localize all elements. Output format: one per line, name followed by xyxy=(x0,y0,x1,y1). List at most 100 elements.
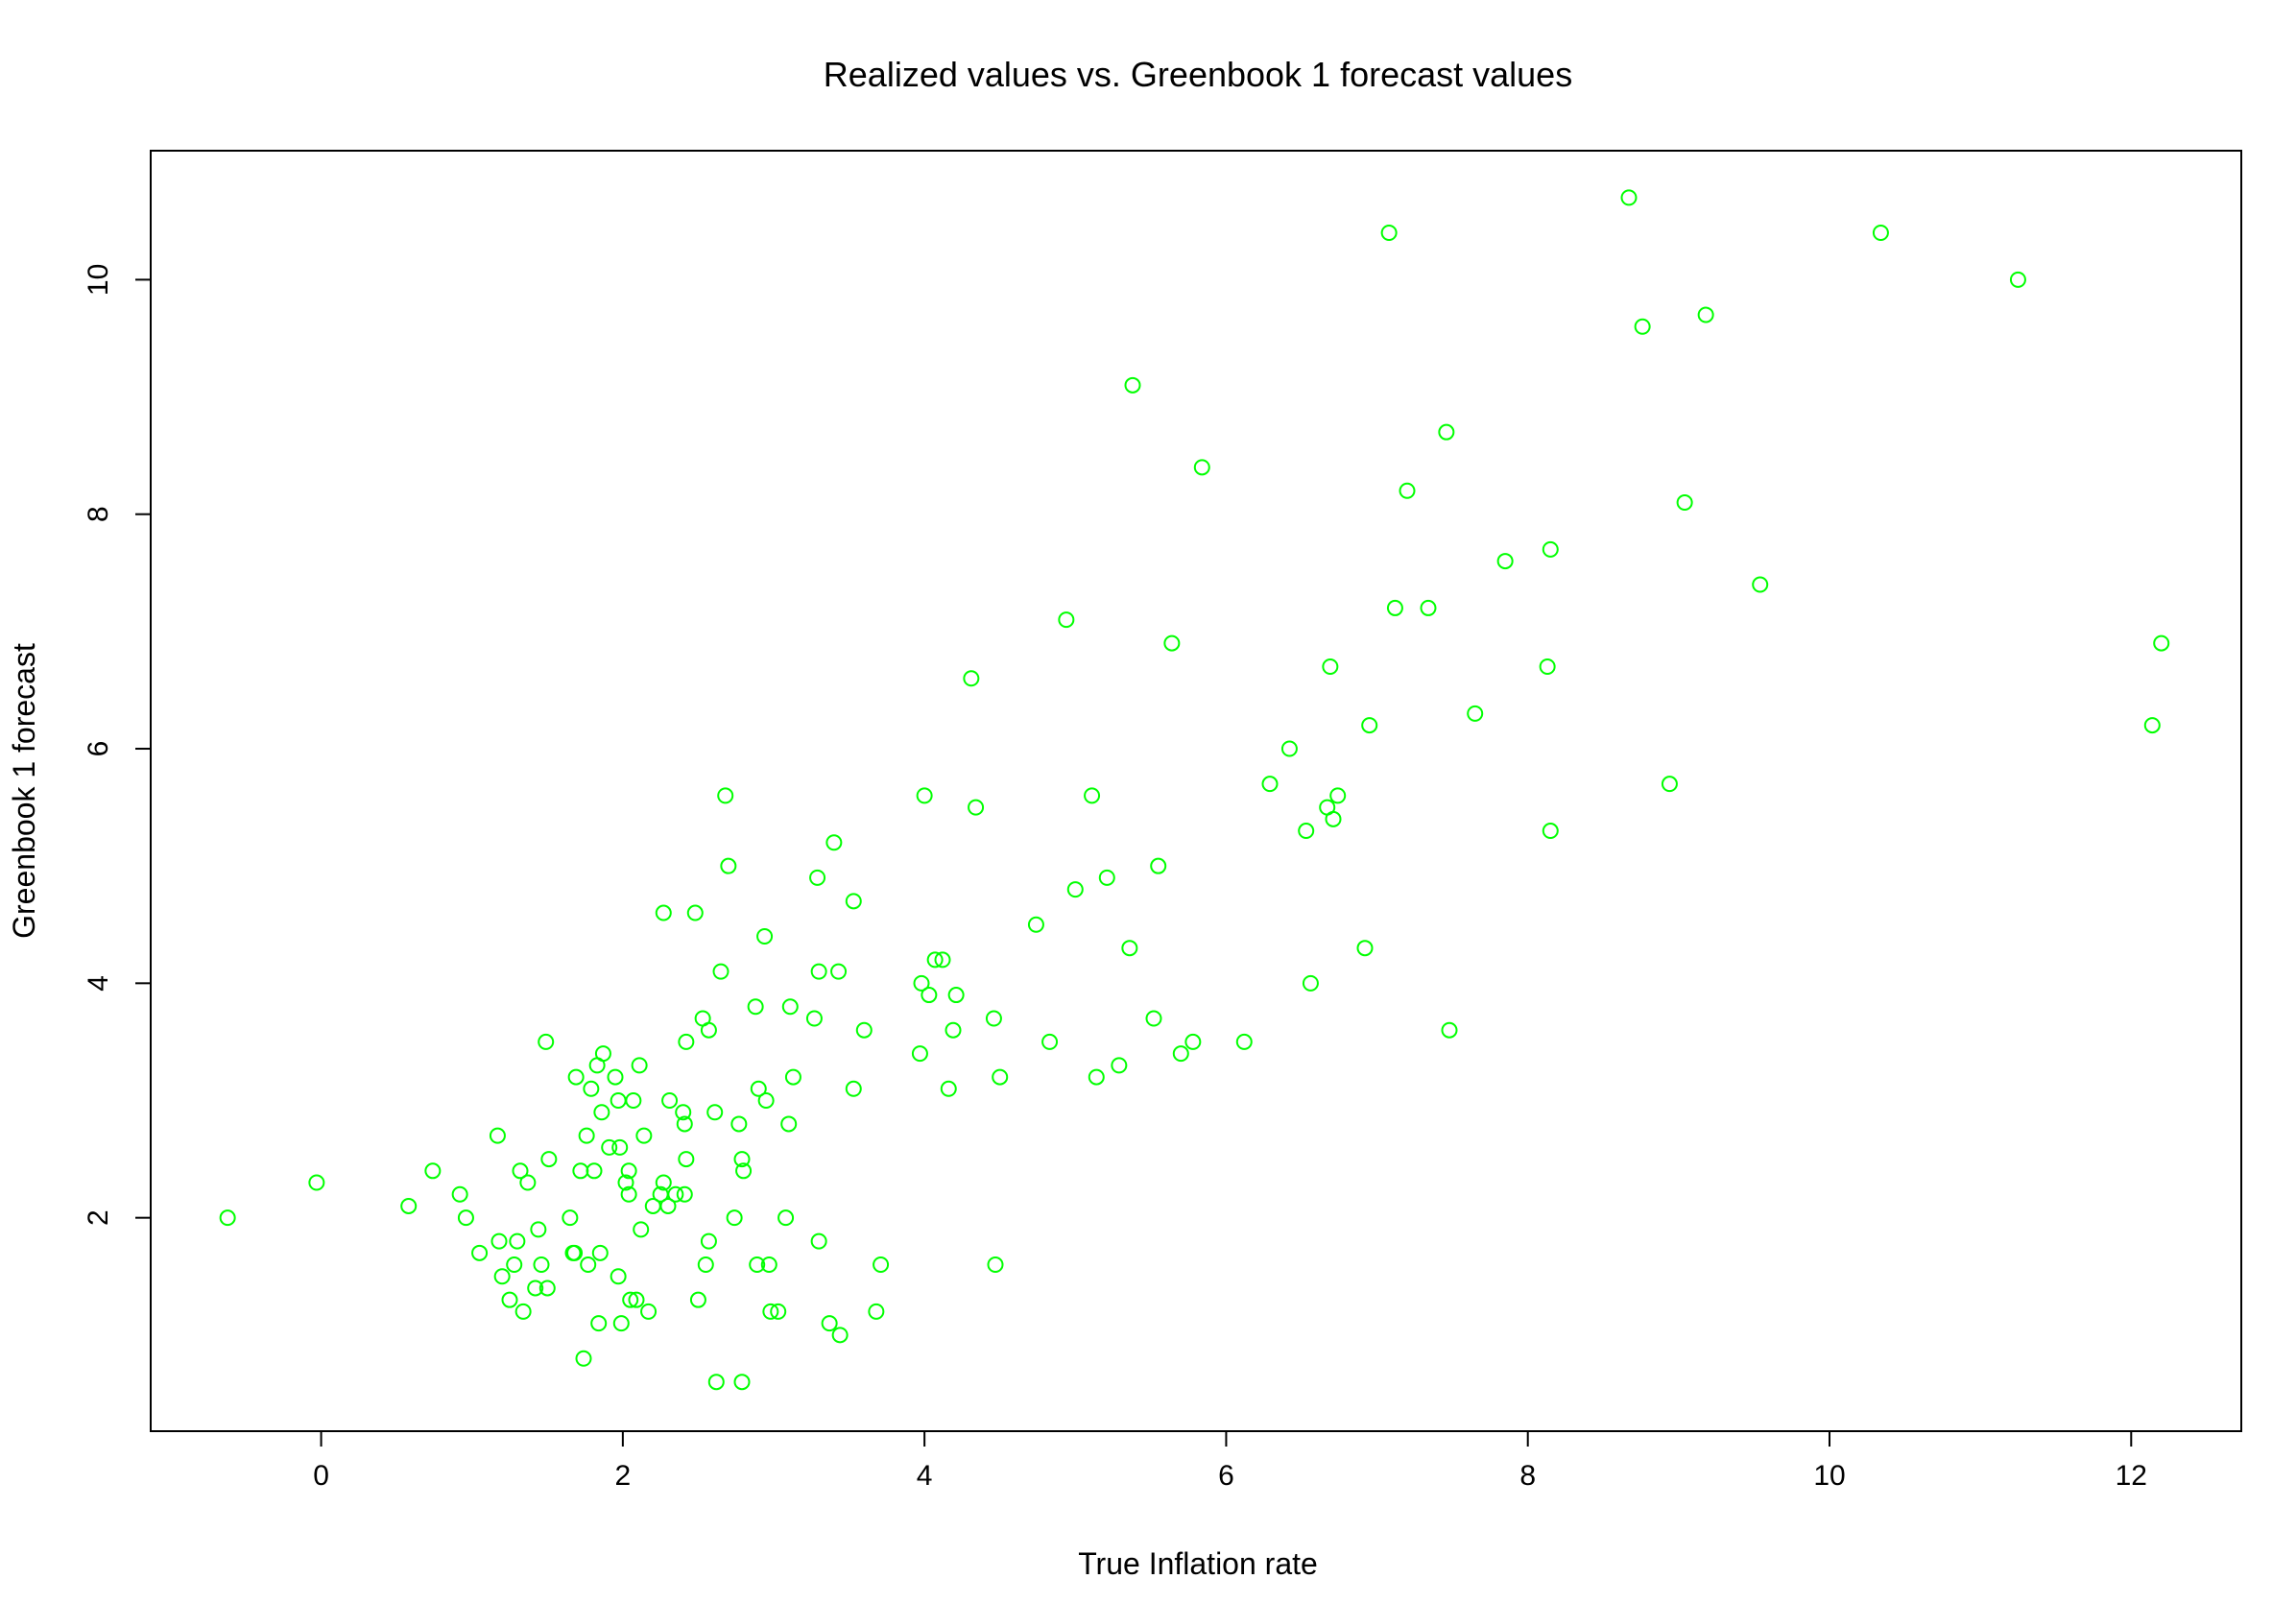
data-point xyxy=(601,1138,618,1156)
data-point xyxy=(1261,776,1279,793)
data-point xyxy=(825,834,843,851)
data-point xyxy=(1150,857,1167,874)
data-point xyxy=(1620,189,1638,206)
data-point xyxy=(1163,634,1181,652)
data-point xyxy=(594,1045,611,1063)
data-point xyxy=(706,1104,724,1121)
y-axis-label: Greenbook 1 forecast xyxy=(7,643,41,939)
data-point xyxy=(676,1115,693,1133)
data-point xyxy=(567,1068,585,1086)
data-point xyxy=(622,1291,639,1308)
data-point xyxy=(1193,459,1210,476)
data-point xyxy=(659,1197,677,1214)
y-axis: 2 4 6 8 10 xyxy=(83,264,152,1226)
data-point xyxy=(1542,823,1559,840)
data-point xyxy=(735,1162,753,1180)
data-point xyxy=(578,1127,595,1144)
data-point xyxy=(1172,1045,1189,1063)
data-point xyxy=(628,1291,645,1308)
y-tick-label: 8 xyxy=(83,506,114,522)
data-point xyxy=(620,1185,637,1203)
data-point xyxy=(845,893,862,910)
data-point xyxy=(1420,599,1437,616)
data-point xyxy=(572,1162,589,1180)
data-point xyxy=(1098,869,1115,886)
data-point xyxy=(540,1151,558,1168)
data-point xyxy=(1661,776,1678,793)
data-point xyxy=(1542,540,1559,558)
plot-area-frame xyxy=(150,150,2242,1432)
data-point xyxy=(308,1174,325,1191)
data-point xyxy=(707,1374,725,1391)
data-point xyxy=(655,1174,672,1191)
data-point xyxy=(757,1092,775,1110)
data-point xyxy=(591,1244,609,1261)
data-point xyxy=(733,1374,751,1391)
data-point xyxy=(640,1303,658,1320)
data-point xyxy=(1027,916,1044,933)
data-point xyxy=(533,1256,550,1274)
data-point xyxy=(490,1232,508,1250)
data-point xyxy=(777,1209,795,1227)
data-point xyxy=(620,1162,637,1180)
data-point xyxy=(580,1256,597,1274)
data-point xyxy=(519,1174,537,1191)
y-tick-label: 2 xyxy=(83,1209,114,1226)
data-point xyxy=(1399,482,1416,499)
data-point xyxy=(916,787,933,804)
data-point xyxy=(821,1315,838,1332)
data-point xyxy=(1235,1033,1253,1050)
data-point xyxy=(457,1209,474,1227)
data-point xyxy=(750,1080,767,1097)
data-point xyxy=(661,1092,679,1110)
data-point xyxy=(749,1256,766,1274)
x-axis-label: True Inflation rate xyxy=(1078,1546,1318,1581)
data-point xyxy=(992,1068,1009,1086)
data-point xyxy=(921,987,938,1004)
data-point xyxy=(1361,717,1378,734)
data-point xyxy=(747,998,764,1016)
data-point xyxy=(593,1104,610,1121)
data-point xyxy=(770,1303,787,1320)
data-point xyxy=(855,1021,873,1039)
data-point xyxy=(963,670,980,687)
data-point xyxy=(1634,318,1651,335)
data-point xyxy=(2009,271,2026,288)
data-point xyxy=(934,951,951,969)
data-point xyxy=(781,998,799,1016)
x-axis: 0 2 4 6 8 10 12 xyxy=(313,1430,2147,1492)
data-point xyxy=(527,1280,544,1297)
data-point xyxy=(590,1315,608,1332)
data-point xyxy=(566,1244,584,1261)
data-point xyxy=(530,1221,547,1238)
data-point xyxy=(1058,611,1075,629)
data-point xyxy=(631,1057,648,1074)
data-point xyxy=(1496,553,1514,570)
data-point xyxy=(830,963,848,980)
data-point xyxy=(700,1232,717,1250)
data-point xyxy=(1329,787,1347,804)
data-point xyxy=(733,1151,751,1168)
data-point xyxy=(451,1185,468,1203)
data-point xyxy=(617,1174,634,1191)
data-point xyxy=(678,1151,695,1168)
data-point xyxy=(868,1303,885,1320)
data-point xyxy=(493,1268,511,1285)
data-point xyxy=(1084,787,1101,804)
data-point xyxy=(712,963,729,980)
data-points xyxy=(219,189,2170,1391)
data-point xyxy=(845,1080,862,1097)
data-point xyxy=(1380,225,1398,242)
data-point xyxy=(805,1010,823,1027)
data-point xyxy=(756,927,774,945)
data-point xyxy=(810,1232,827,1250)
data-point xyxy=(667,1185,684,1203)
data-point xyxy=(689,1291,706,1308)
x-tick-label: 10 xyxy=(1813,1460,1845,1492)
data-point xyxy=(1145,1010,1162,1027)
data-point xyxy=(947,987,965,1004)
y-tick-label: 6 xyxy=(83,741,114,757)
y-tick-label: 10 xyxy=(83,264,114,296)
data-point xyxy=(1438,423,1455,441)
